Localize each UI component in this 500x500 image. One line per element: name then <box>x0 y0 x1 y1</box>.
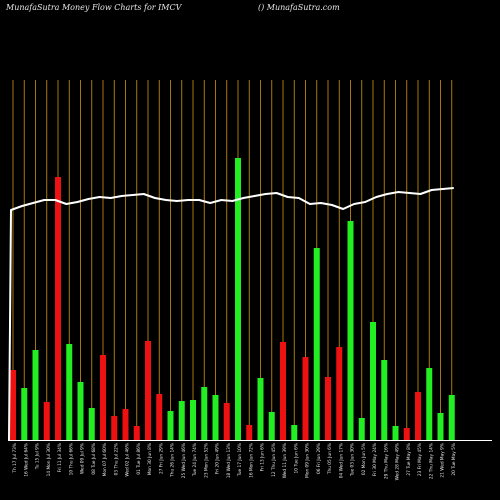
x-tick-label: 23 Fri May 45% <box>417 443 423 476</box>
x-tick-label: Mon 07 Jul 60% <box>102 443 108 476</box>
x-tick-label: 27 Tue May 8% <box>406 443 412 476</box>
trend-line <box>8 187 454 441</box>
bar-up <box>268 412 275 440</box>
bar-up <box>21 388 28 440</box>
bar-up <box>66 344 73 440</box>
bar-down <box>133 426 140 440</box>
x-tick-label: 10 Thu Jul 66% <box>68 443 74 475</box>
x-tick-label: 10 Tue Jun 6% <box>293 443 299 473</box>
bar-up <box>347 221 354 440</box>
x-tick-label: Thu 05 Jun 6% <box>327 443 333 475</box>
bar-up <box>370 322 376 440</box>
bar-up <box>426 368 433 440</box>
x-tick-label: 14 Mon Jul 30% <box>46 443 52 476</box>
x-tick-label: Wed 11 Jun 39% <box>282 443 288 478</box>
bars <box>10 158 455 440</box>
bar-up <box>358 418 365 440</box>
bar-up <box>448 395 455 440</box>
x-tick-label: Tue 03 Jun 30% <box>350 443 356 477</box>
x-tick-label: 16 Mon Jun 72% <box>248 443 254 478</box>
x-tick-label: 18 Wed Jun 13% <box>226 443 232 478</box>
bar-up <box>77 382 84 440</box>
x-tick-label: Mon 09 Jun 30% <box>305 443 311 478</box>
x-tick-label: 01 Tue Jul 86% <box>136 443 142 475</box>
bar-down <box>325 377 331 440</box>
bar-down <box>336 347 343 440</box>
bar-up <box>381 360 388 440</box>
x-tick-label: 03 Thu Jul 22% <box>113 443 119 475</box>
bar-up <box>201 387 208 440</box>
bar-up <box>313 248 320 440</box>
bar-up <box>32 350 39 440</box>
x-tick-label: Fri 30 May 24% <box>372 443 378 476</box>
bar-down <box>145 341 151 440</box>
trend-line-layer <box>8 187 454 441</box>
x-tick-label: Mon 30 Jun 8% <box>147 443 153 475</box>
x-tick-label: 23 Mon Jun 52% <box>203 443 209 478</box>
bar-down <box>111 416 118 440</box>
bar-down <box>43 402 50 440</box>
bar-up <box>88 408 95 440</box>
x-tick-label: Fri 13 Jun 6% <box>260 443 266 471</box>
bar-up <box>291 425 298 440</box>
x-tick-label: Tu 15 Jul 9% <box>35 443 41 470</box>
bar-up <box>437 413 444 440</box>
bar-up <box>235 158 241 440</box>
x-tick-label: 02 Mon Jun 5% <box>361 443 367 475</box>
bar-down <box>156 394 163 440</box>
bar-down <box>10 370 16 440</box>
site-credit: () MunafaSutra.com <box>258 3 340 12</box>
x-tick-label: 16 Wed Jul 64% <box>23 443 29 477</box>
x-tick-label: Fri 20 Jun 49% <box>215 443 221 474</box>
x-tick-label: Wed 02 Jul 46% <box>125 443 131 477</box>
x-tick-labels: Th 17 Jul 73% 16 Wed Jul 64% Tu 15 Jul 9% 1… <box>12 443 457 480</box>
bar-up <box>212 395 219 440</box>
x-tick-label: 29 Thu May 16% <box>383 443 389 479</box>
bar-up <box>257 378 264 440</box>
x-tick-label: 06 Fri Jun 29% <box>316 443 322 474</box>
x-tick-label: Fri 11 Jul 34% <box>57 443 63 472</box>
bar-down <box>55 177 61 440</box>
chart-title: MunafaSutra Money Flow Charts for IMCV <box>6 3 182 12</box>
bar-up <box>392 426 399 440</box>
x-tick-label: 08 Tue Jul 68% <box>91 443 97 475</box>
x-tick-label: Wed 09 Jul 9% <box>80 443 86 474</box>
bar-down <box>280 342 286 440</box>
x-tick-label: 20 Tue May 5% <box>451 443 457 476</box>
x-tick-label: Th 17 Jul 73% <box>12 443 18 474</box>
x-tick-label: Wed 28 May 49% <box>395 443 401 480</box>
bar-up <box>190 400 196 440</box>
x-tick-label: Thu 26 Jun 14% <box>170 443 176 478</box>
bar-down <box>403 428 410 440</box>
x-tick-label: 25 Wed Jun 46% <box>181 443 187 478</box>
bar-down <box>302 357 309 440</box>
bar-down <box>100 355 106 440</box>
bar-down <box>415 392 421 440</box>
bar-down <box>246 425 253 440</box>
x-tick-label: Tue 17 Jun 10% <box>237 443 243 477</box>
bar-up <box>167 411 174 440</box>
bar-down <box>122 409 129 440</box>
x-tick-label: 27 Fri Jun 29% <box>158 443 164 474</box>
x-tick-label: 21 Wed May 9% <box>440 443 446 478</box>
x-tick-label: 04 Wed Jun 17% <box>338 443 344 478</box>
x-tick-label: 22 Thu May 14% <box>428 443 434 479</box>
x-tick-label: 12 Thu Jun 45% <box>271 443 277 477</box>
x-tick-label: Tue 24 Jun 74% <box>192 443 198 477</box>
bar-down <box>223 403 230 440</box>
bar-up <box>178 401 185 440</box>
